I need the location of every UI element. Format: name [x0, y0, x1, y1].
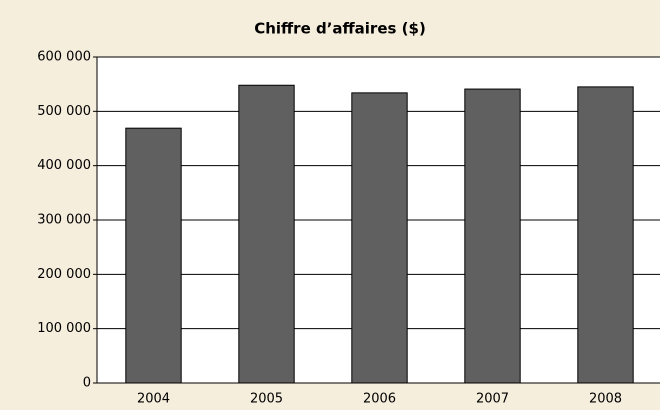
bar	[125, 127, 182, 384]
x-tick-label: 2004	[137, 392, 170, 407]
y-tick-label: 400 000	[37, 158, 91, 173]
y-tick-label: 300 000	[37, 213, 91, 228]
x-tick-label: 2008	[589, 392, 622, 407]
y-tick-label: 600 000	[37, 50, 91, 65]
chart-title: Chiffre d’affaires ($)	[254, 20, 426, 38]
x-tick-label: 2005	[250, 392, 283, 407]
bar	[351, 92, 408, 384]
bar	[577, 86, 634, 384]
y-tick-label: 100 000	[37, 321, 91, 336]
y-tick-label: 500 000	[37, 104, 91, 119]
y-tick-label: 0	[83, 376, 91, 391]
bar	[464, 88, 521, 384]
y-tick-label: 200 000	[37, 267, 91, 282]
x-tick-label: 2006	[363, 392, 396, 407]
bar	[238, 84, 295, 384]
x-tick-label: 2007	[476, 392, 509, 407]
